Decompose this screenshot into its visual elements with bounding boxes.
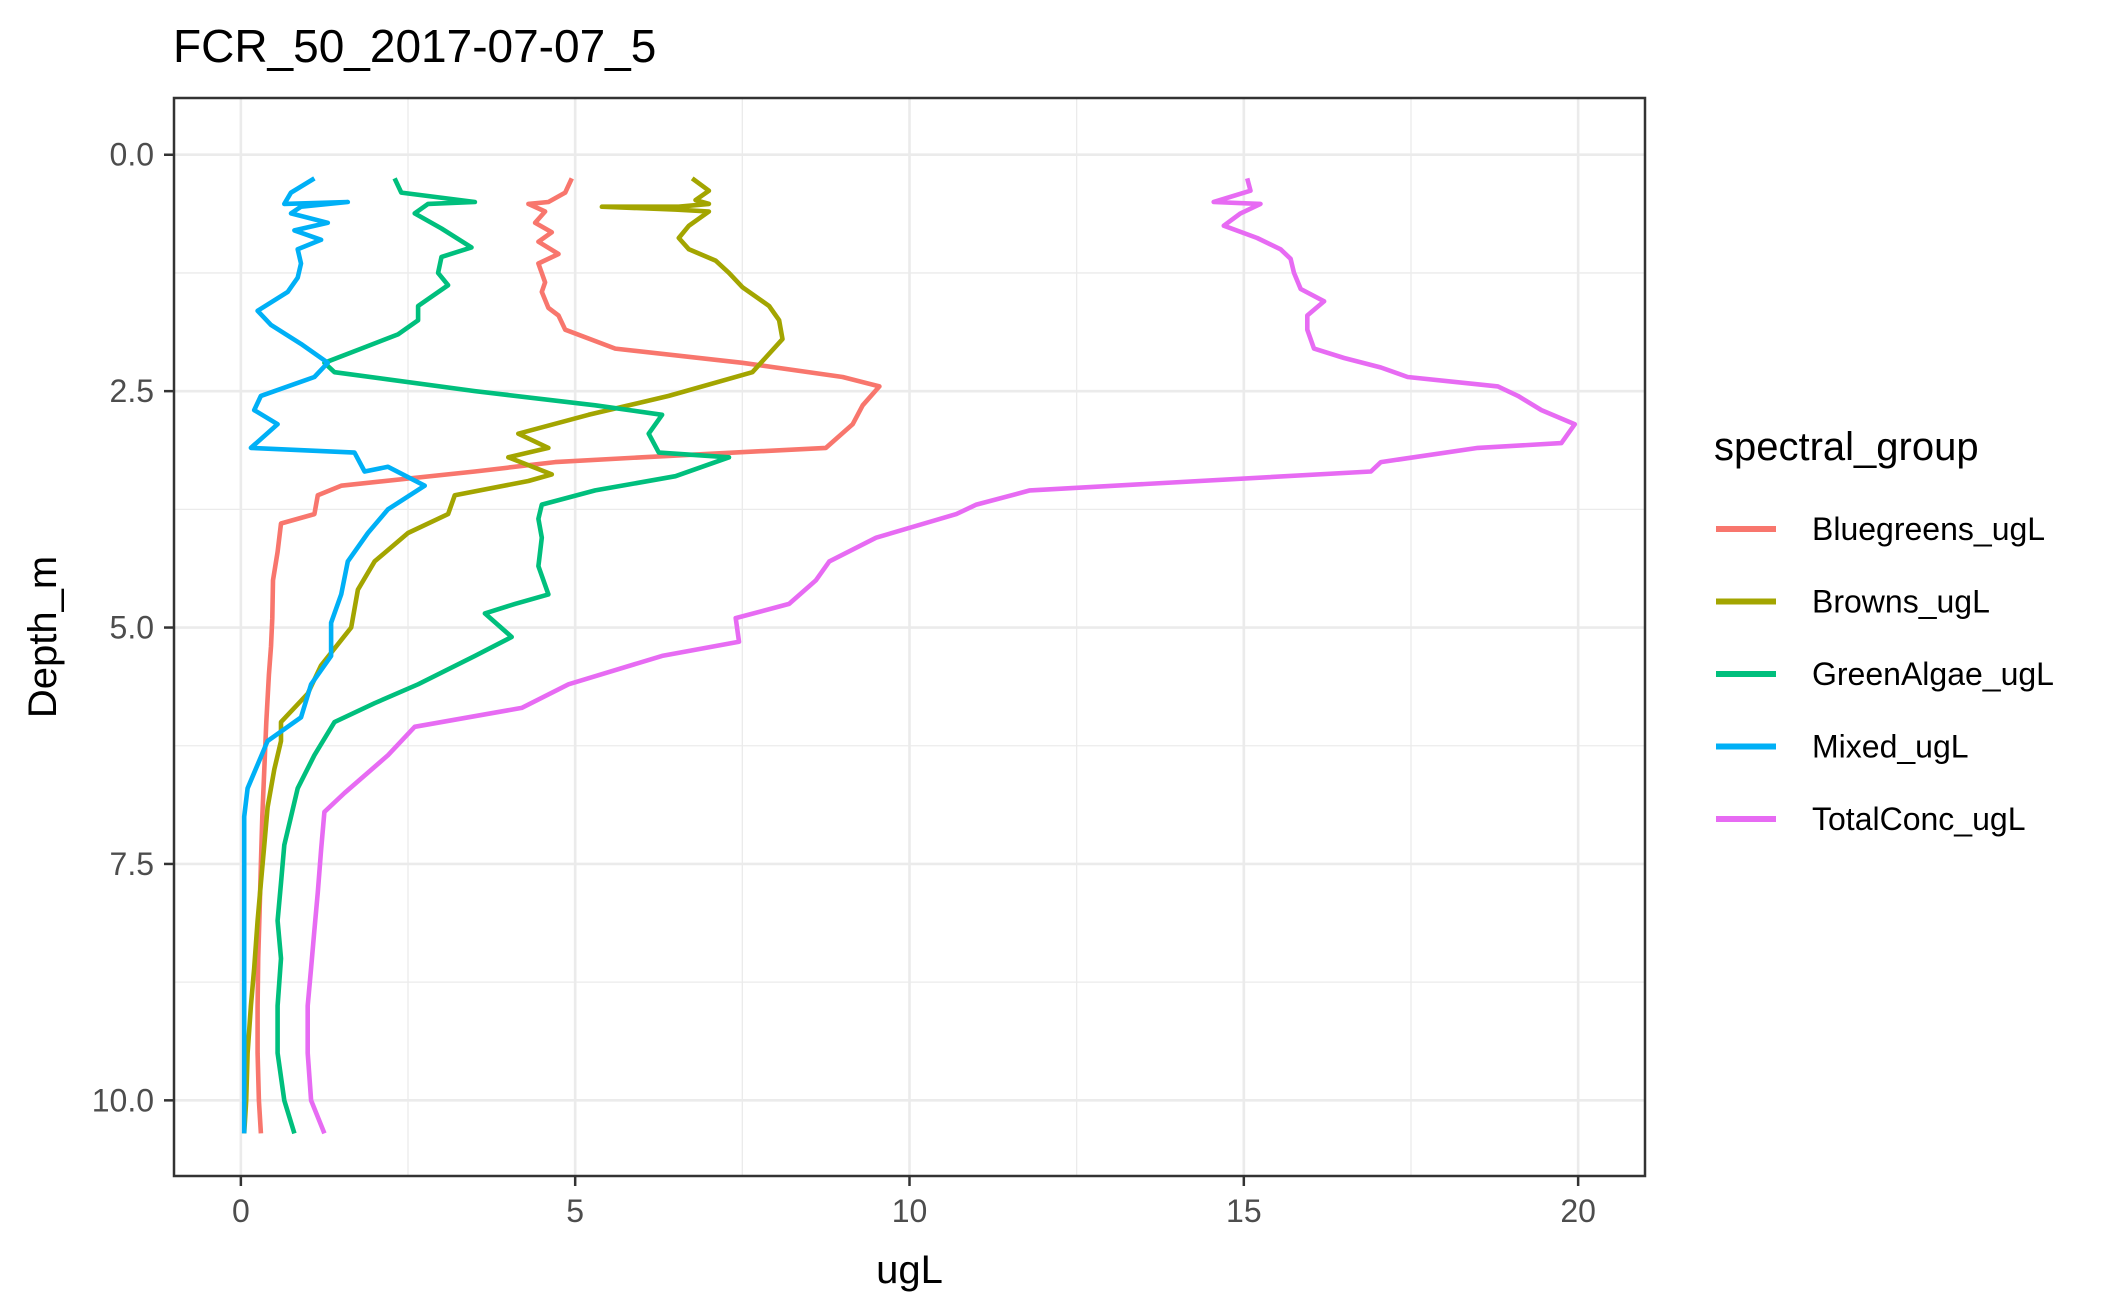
y-tick-label: 2.5 [110,373,154,409]
y-axis-label: Depth_m [21,556,65,718]
series-line-browns-ugl [241,176,785,1134]
x-tick-label: 5 [566,1193,584,1229]
legend-items: Bluegreens_ugL Browns_ugL GreenAlgae_ugL Mi… [1716,511,2054,837]
x-axis: 0 5 10 15 20 [232,1176,1596,1229]
x-tick-label: 15 [1226,1193,1262,1229]
legend-title: spectral_group [1714,425,1979,469]
x-axis-label: ugL [876,1248,943,1292]
legend: spectral_group Bluegreens_ugL Browns_ugL G… [1714,425,2054,837]
x-tick-label: 0 [232,1193,250,1229]
plot-area [172,96,1647,1178]
x-tick-label: 20 [1560,1193,1596,1229]
y-axis: 0.0 2.5 5.0 7.5 10.0 [92,137,174,1118]
series-line-bluegreens-ugl [255,177,882,1134]
y-tick-label: 7.5 [110,846,154,882]
legend-label: Bluegreens_ugL [1812,511,2045,547]
legend-label: Browns_ugL [1812,584,1990,620]
x-tick-label: 10 [892,1193,928,1229]
legend-label: TotalConc_ugL [1812,801,2025,837]
series-line-totalconc-ugl [305,177,1578,1135]
grid-major [174,98,1645,1176]
y-tick-label: 10.0 [92,1082,154,1118]
legend-label: Mixed_ugL [1812,729,1969,765]
series-line-greenalgae-ugl [275,177,732,1135]
legend-label: GreenAlgae_ugL [1812,656,2054,692]
series-layer [241,176,1578,1135]
chart-title: FCR_50_2017-07-07_5 [173,20,656,72]
series-line-mixed-ugl [241,176,427,1134]
y-tick-label: 5.0 [110,610,154,646]
y-tick-label: 0.0 [110,137,154,173]
